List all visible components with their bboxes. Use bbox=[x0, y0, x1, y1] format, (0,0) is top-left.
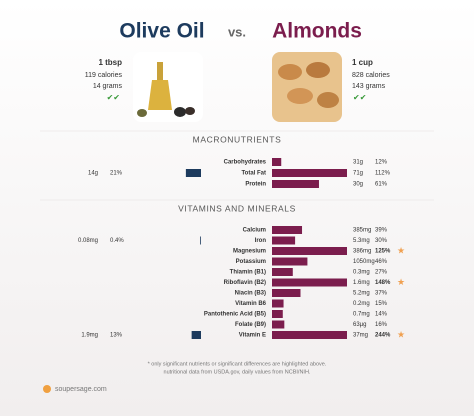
right-bar bbox=[272, 278, 347, 287]
leaf-icon: ✔✔ bbox=[353, 93, 366, 102]
section-title: VITAMINS AND MINERALS bbox=[178, 203, 296, 213]
nutrient-name: Niacin (B3) bbox=[235, 291, 266, 297]
nutrient-name: Iron bbox=[255, 238, 267, 244]
nutrient-name: Protein bbox=[245, 182, 266, 188]
nutrient-name: Carbohydrates bbox=[224, 160, 267, 166]
right-amount: 71g bbox=[353, 171, 363, 177]
left-pct: 0.4% bbox=[110, 238, 124, 244]
right-bar bbox=[272, 268, 293, 276]
right-amount: 0.2mg bbox=[353, 301, 370, 307]
left-amount: 1.9mg bbox=[81, 333, 98, 339]
nutrient-name: Potassium bbox=[236, 259, 266, 265]
nutrient-name: Magnesium bbox=[233, 249, 266, 255]
right-pct: 16% bbox=[375, 322, 388, 328]
left-serving: 1 tbsp bbox=[98, 58, 122, 67]
olive-oil-image bbox=[133, 52, 203, 122]
right-bar bbox=[272, 226, 303, 234]
right-amount: 63µg bbox=[353, 322, 366, 328]
right-calories: 828 calories bbox=[352, 72, 390, 79]
right-serving: 1 cup bbox=[352, 58, 373, 67]
right-bar bbox=[272, 180, 319, 188]
right-bar bbox=[272, 158, 282, 166]
right-amount: 1.6mg bbox=[353, 280, 370, 286]
left-bar bbox=[191, 331, 201, 339]
star: ★ bbox=[397, 277, 405, 287]
left-amount: 14g bbox=[88, 171, 98, 177]
right-title: Almonds bbox=[272, 20, 362, 43]
nutrient-name: Thiamin (B1) bbox=[230, 270, 266, 276]
right-pct: 61% bbox=[375, 182, 388, 188]
leaf-icon: ✔✔ bbox=[107, 93, 120, 102]
nutrient-name: Vitamin E bbox=[239, 333, 266, 339]
right-amount: 37mg bbox=[353, 333, 368, 339]
right-amount: 30g bbox=[353, 182, 363, 188]
right-amount: 31g bbox=[353, 160, 363, 166]
right-amount: 0.7mg bbox=[353, 312, 370, 318]
right-pct: 37% bbox=[375, 291, 388, 297]
right-amount: 5.2mg bbox=[353, 291, 370, 297]
almonds-image bbox=[272, 52, 342, 122]
left-bar bbox=[200, 236, 201, 245]
star: ★ bbox=[397, 245, 405, 255]
right-pct: 15% bbox=[375, 301, 388, 307]
right-bar bbox=[272, 257, 308, 266]
left-bar bbox=[185, 169, 201, 177]
right-amount: 385mg bbox=[353, 228, 371, 234]
right-pct: 27% bbox=[375, 270, 388, 276]
nutrient-name: Pantothenic Acid (B5) bbox=[204, 312, 266, 318]
right-bar bbox=[272, 169, 347, 177]
right-pct: 244% bbox=[375, 333, 391, 339]
right-pct: 46% bbox=[375, 259, 388, 265]
right-pct: 30% bbox=[375, 238, 388, 244]
nutrient-name: Vitamin B6 bbox=[235, 301, 267, 307]
left-calories: 119 calories bbox=[85, 72, 123, 79]
right-amount: 1050mg bbox=[353, 259, 375, 265]
nutrient-name: Total Fat bbox=[241, 171, 266, 177]
right-weight: 143 grams bbox=[352, 83, 386, 90]
right-pct: 125% bbox=[375, 249, 391, 255]
footnote: nutritional data from USDA.gov, daily va… bbox=[164, 369, 311, 375]
right-bar bbox=[272, 289, 301, 297]
vs: vs. bbox=[228, 24, 246, 39]
right-amount: 5.3mg bbox=[353, 238, 370, 244]
star: ★ bbox=[397, 329, 405, 339]
right-amount: 0.3mg bbox=[353, 270, 370, 276]
right-bar bbox=[272, 247, 347, 255]
nutrient-name: Calcium bbox=[243, 228, 266, 234]
section-title: MACRONUTRIENTS bbox=[193, 134, 282, 144]
left-weight: 14 grams bbox=[93, 83, 123, 90]
right-pct: 39% bbox=[375, 228, 388, 234]
right-bar bbox=[272, 299, 284, 308]
right-pct: 12% bbox=[375, 160, 388, 166]
right-amount: 386mg bbox=[353, 249, 371, 255]
right-pct: 14% bbox=[375, 312, 388, 318]
right-bar bbox=[272, 310, 283, 318]
nutrient-name: Folate (B9) bbox=[235, 322, 266, 328]
left-pct: 13% bbox=[110, 333, 123, 339]
footnote: * only significant nutrients or signific… bbox=[148, 361, 327, 367]
left-title: Olive Oil bbox=[119, 20, 204, 43]
right-pct: 148% bbox=[375, 280, 391, 286]
left-pct: 21% bbox=[110, 171, 123, 177]
logo bbox=[43, 385, 51, 393]
right-bar bbox=[272, 236, 296, 245]
right-bar bbox=[272, 331, 347, 339]
left-amount: 0.08mg bbox=[78, 238, 98, 244]
site: soupersage.com bbox=[55, 386, 107, 393]
right-bar bbox=[272, 320, 285, 329]
right-pct: 112% bbox=[375, 171, 391, 177]
nutrient-name: Riboflavin (B2) bbox=[224, 280, 266, 286]
